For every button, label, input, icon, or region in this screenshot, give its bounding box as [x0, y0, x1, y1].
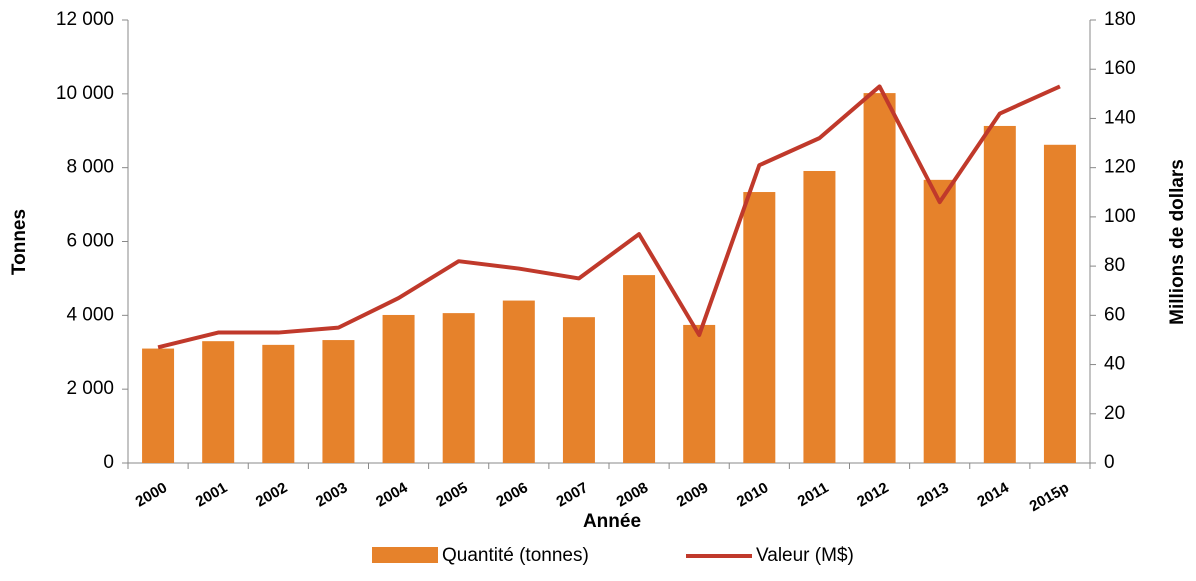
x-tick-label: 2006: [493, 479, 530, 510]
bar: [863, 93, 896, 463]
bar: [502, 300, 535, 463]
y2-tick-label: 100: [1104, 206, 1136, 227]
y-axis-title: Tonnes: [9, 209, 30, 275]
y2-tick-label: 40: [1104, 354, 1125, 375]
bar: [743, 192, 776, 463]
bar: [202, 341, 235, 463]
x-tick-label: 2002: [253, 479, 290, 510]
bar: [382, 314, 415, 463]
y2-tick-label: 60: [1104, 304, 1125, 325]
bar: [142, 348, 175, 463]
bar: [623, 275, 656, 463]
x-tick-label: 2010: [734, 479, 771, 510]
legend-label: Quantité (tonnes): [442, 545, 589, 566]
y2-tick-label: 180: [1104, 9, 1136, 30]
x-axis-title: Année: [583, 511, 641, 532]
bar: [1043, 144, 1076, 464]
x-tick-label: 2004: [373, 479, 411, 511]
y-tick-label: 2 000: [66, 378, 114, 399]
y-tick-label: 0: [103, 452, 114, 473]
x-tick-label: 2001: [193, 479, 230, 510]
x-tick-label: 2014: [974, 479, 1012, 511]
bar: [562, 317, 595, 463]
y-tick-label: 6 000: [66, 231, 114, 252]
bar: [442, 313, 475, 463]
y-tick-label: 8 000: [66, 157, 114, 178]
x-tick-label: 2008: [614, 479, 651, 510]
y2-tick-label: 0: [1104, 452, 1115, 473]
y2-tick-label: 80: [1104, 255, 1125, 276]
bar: [983, 125, 1016, 463]
x-tick-label: 2013: [914, 479, 951, 510]
y2-axis-title: Millions de dollars: [1167, 159, 1188, 325]
bar: [322, 340, 355, 463]
x-tick-label: 2009: [674, 479, 711, 510]
bar: [683, 324, 716, 463]
y-tick-label: 12 000: [56, 9, 114, 30]
x-tick-label: 2011: [795, 479, 832, 510]
y2-tick-label: 160: [1104, 58, 1136, 79]
line: [157, 84, 1061, 350]
x-tick-label: 2007: [554, 479, 591, 510]
bar: [923, 179, 956, 463]
y-tick-label: 4 000: [66, 304, 114, 325]
y-tick-label: 10 000: [56, 83, 114, 104]
bar: [803, 170, 836, 463]
bar: [262, 344, 295, 463]
y2-tick-label: 20: [1104, 403, 1125, 424]
x-tick-label: 2015p: [1027, 479, 1072, 515]
legend-label: Valeur (M$): [756, 545, 854, 566]
y2-tick-label: 120: [1104, 157, 1136, 178]
x-tick-label: 2003: [313, 479, 350, 510]
legend-swatch: [372, 547, 438, 563]
y2-tick-label: 140: [1104, 107, 1136, 128]
x-tick-label: 2005: [433, 479, 470, 510]
x-tick-label: 2012: [854, 479, 891, 510]
x-tick-label: 2000: [133, 479, 170, 510]
